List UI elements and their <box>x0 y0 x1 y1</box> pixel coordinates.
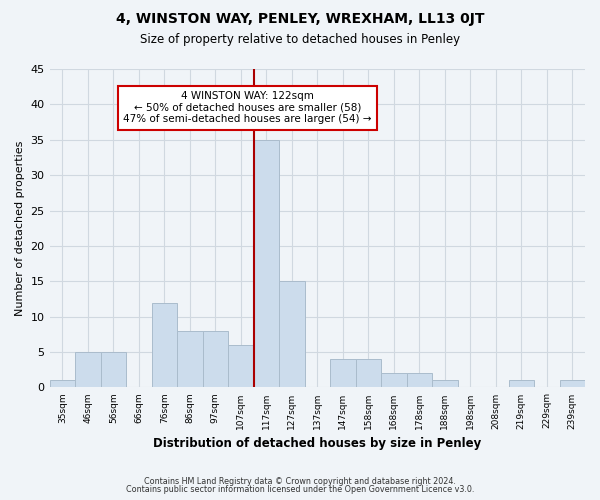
Text: Contains HM Land Registry data © Crown copyright and database right 2024.: Contains HM Land Registry data © Crown c… <box>144 477 456 486</box>
Text: Size of property relative to detached houses in Penley: Size of property relative to detached ho… <box>140 32 460 46</box>
Bar <box>177 331 203 388</box>
Bar <box>381 374 407 388</box>
Bar <box>407 374 432 388</box>
Bar <box>279 282 305 388</box>
Text: 4 WINSTON WAY: 122sqm
← 50% of detached houses are smaller (58)
47% of semi-deta: 4 WINSTON WAY: 122sqm ← 50% of detached … <box>124 92 372 124</box>
Bar <box>509 380 534 388</box>
Bar <box>50 380 75 388</box>
Bar <box>330 359 356 388</box>
Bar <box>152 302 177 388</box>
Bar <box>254 140 279 388</box>
Bar <box>203 331 228 388</box>
Bar <box>432 380 458 388</box>
Bar <box>228 345 254 388</box>
X-axis label: Distribution of detached houses by size in Penley: Distribution of detached houses by size … <box>153 437 481 450</box>
Text: Contains public sector information licensed under the Open Government Licence v3: Contains public sector information licen… <box>126 485 474 494</box>
Bar <box>356 359 381 388</box>
Bar <box>75 352 101 388</box>
Bar <box>101 352 126 388</box>
Bar <box>560 380 585 388</box>
Text: 4, WINSTON WAY, PENLEY, WREXHAM, LL13 0JT: 4, WINSTON WAY, PENLEY, WREXHAM, LL13 0J… <box>116 12 484 26</box>
Y-axis label: Number of detached properties: Number of detached properties <box>15 140 25 316</box>
